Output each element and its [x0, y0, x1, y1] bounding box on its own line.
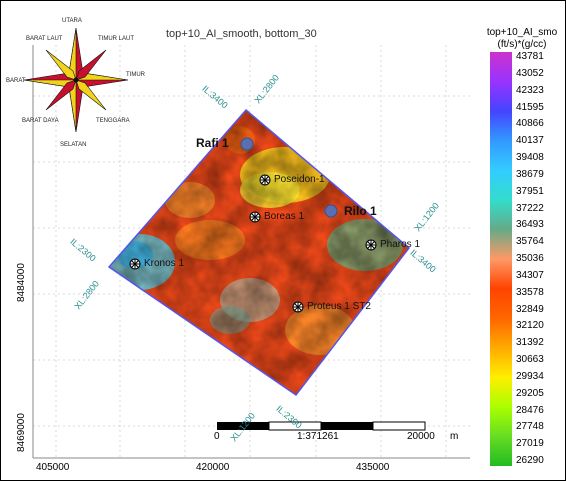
colorbar-tick-40866: 40866: [516, 118, 544, 130]
colorbar-tick-39408: 39408: [516, 152, 544, 163]
scale-ratio: 1:371261: [297, 431, 339, 442]
well-poseidon-marker[interactable]: [259, 174, 271, 186]
colorbar-tick-43781: 43781: [516, 51, 544, 62]
well-rilo-label: Rilo 1: [344, 204, 377, 218]
compass-northeast-label: TIMUR LAUT: [98, 36, 134, 42]
x-tick-435000: 435000: [356, 462, 390, 473]
colorbar-tick-32849: 32849: [516, 303, 544, 315]
compass-rose: [23, 27, 129, 133]
colorbar-tick-34307: 34307: [516, 269, 544, 281]
colorbar: [490, 52, 512, 466]
colorbar-tick-36493: 36493: [516, 219, 544, 231]
colorbar-tick-29934: 29934: [516, 370, 544, 382]
well-rilo-marker[interactable]: [324, 204, 338, 218]
compass-south-label: SELATAN: [60, 142, 87, 148]
well-kronos-marker[interactable]: [129, 258, 141, 270]
colorbar-tick-33578: 33578: [516, 286, 544, 298]
compass-southwest-label: BARAT DAYA: [22, 118, 59, 124]
well-proteus-label: Proteus 1 ST2: [307, 301, 371, 312]
colorbar-tick-37951: 37951: [516, 185, 544, 197]
map-title: top+10_AI_smooth, bottom_30: [166, 28, 317, 40]
well-poseidon-label: Poseidon-1: [274, 174, 325, 185]
colorbar-tick-42323: 42323: [516, 84, 544, 96]
colorbar-tick-41595: 41595: [516, 101, 544, 113]
colorbar-title-line1: top+10_AI_smo: [486, 27, 558, 38]
colorbar-tick-43052: 43052: [516, 67, 544, 79]
colorbar-tick-28476: 28476: [516, 404, 544, 416]
y-tick-8484000: 8484000: [16, 263, 27, 302]
scale-start: 0: [214, 431, 220, 442]
colorbar-tick-31392: 31392: [516, 337, 544, 349]
compass-west-label: BARAT: [6, 78, 26, 84]
well-boreas-marker[interactable]: [249, 211, 261, 223]
well-proteus-marker[interactable]: [292, 301, 304, 313]
scale-unit: m: [450, 431, 459, 442]
well-boreas-label: Boreas 1: [264, 211, 305, 222]
colorbar-tick-35036: 35036: [516, 253, 544, 264]
colorbar-tick-27019: 27019: [516, 438, 544, 450]
colorbar-tick-35764: 35764: [516, 236, 544, 248]
colorbar-title-line2: (ft/s)*(g/cc): [497, 39, 547, 50]
compass-east-label: TIMUR: [126, 72, 145, 78]
y-tick-8469000: 8469000: [16, 413, 27, 452]
x-tick-420000: 420000: [196, 462, 230, 473]
colorbar-tick-40137: 40137: [516, 135, 544, 147]
colorbar-tick-29205: 29205: [516, 387, 544, 399]
colorbar-tick-27748: 27748: [516, 421, 544, 433]
well-kronos-label: Kronos 1: [144, 258, 185, 269]
colorbar-tick-37222: 37222: [516, 202, 544, 214]
colorbar-labels: 43781 43052 42323 41595 40866 40137 39408 38679…: [516, 52, 566, 466]
colorbar-tick-30663: 30663: [516, 354, 544, 365]
scale-bar: [217, 421, 426, 431]
colorbar-title: top+10_AI_smo (ft/s)*(g/cc): [478, 27, 566, 51]
compass-southeast-label: TENGGARA: [96, 118, 130, 124]
colorbar-tick-26290: 26290: [516, 455, 544, 466]
well-rafi-marker[interactable]: [240, 137, 254, 151]
well-pharos-label: Pharos 1: [380, 239, 421, 250]
well-pharos-marker[interactable]: [365, 239, 377, 251]
x-tick-405000: 405000: [36, 462, 70, 473]
colorbar-tick-38679: 38679: [516, 168, 544, 180]
compass-north-label: UTARA: [62, 18, 82, 24]
scale-end: 20000: [407, 431, 435, 442]
compass-northwest-label: BARAT LAUT: [26, 36, 63, 42]
survey-outline: [107, 108, 411, 397]
well-rafi-label: Rafi 1: [196, 136, 229, 150]
colorbar-tick-32120: 32120: [516, 320, 544, 332]
